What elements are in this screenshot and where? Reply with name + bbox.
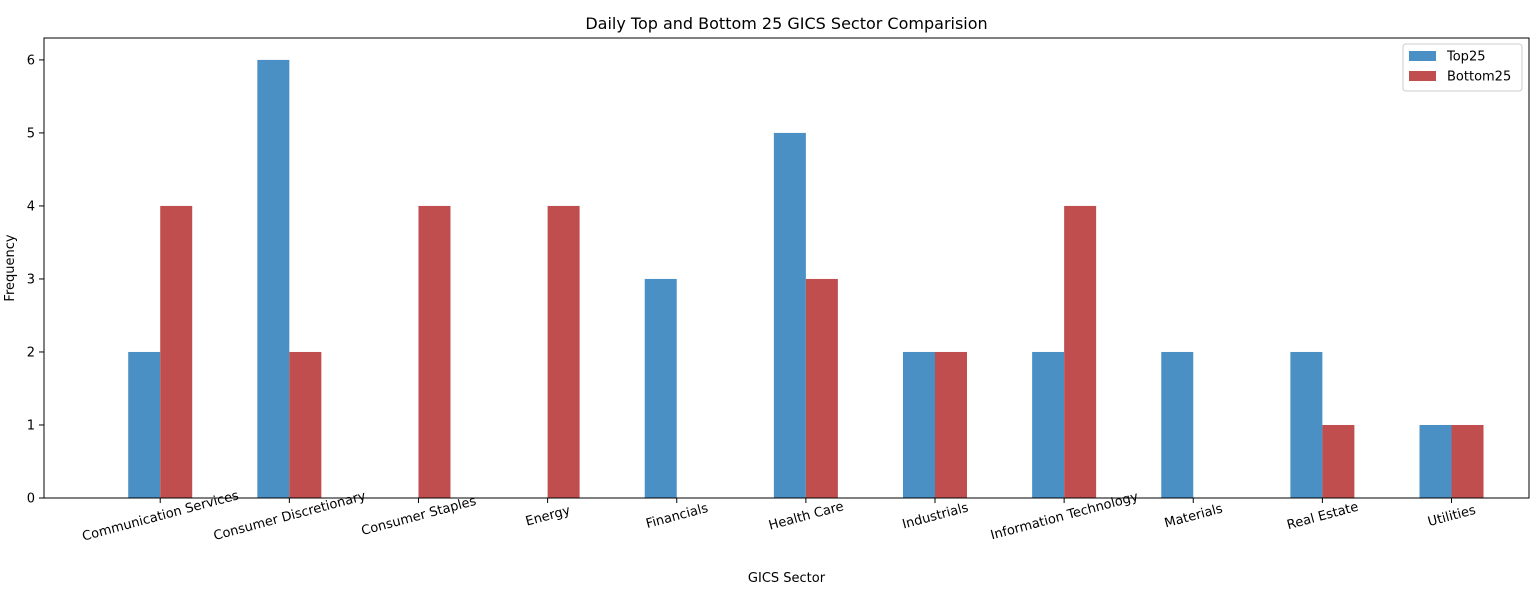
bar-bottom25-consumer-discretionary	[289, 351, 322, 498]
bar-bottom25-health-care	[805, 278, 838, 498]
x-tick-label: Energy	[524, 503, 572, 529]
bar-bottom25-energy	[547, 205, 580, 498]
bar-top25-information-technology	[1032, 351, 1065, 498]
y-tick-label: 5	[27, 126, 35, 141]
x-tick-label: Materials	[1163, 501, 1225, 531]
y-tick-label: 4	[27, 199, 35, 214]
y-tick-label: 2	[27, 345, 35, 360]
y-axis-label: Frequency	[3, 234, 18, 301]
bar-bottom25-real-estate	[1322, 424, 1355, 498]
bar-top25-real-estate	[1290, 351, 1323, 498]
plot-frame	[43, 37, 1530, 499]
x-tick-label: Real Estate	[1285, 500, 1360, 533]
y-tick-label: 1	[27, 418, 35, 433]
y-tick-label: 0	[27, 492, 35, 507]
y-tick-label: 3	[27, 272, 35, 287]
bar-top25-materials	[1161, 351, 1194, 498]
y-tick-label: 6	[27, 53, 35, 68]
legend-label-bottom25: Bottom25	[1447, 70, 1511, 85]
bar-top25-health-care	[773, 132, 806, 498]
x-tick-label: Health Care	[767, 499, 845, 533]
chart-title: Daily Top and Bottom 25 GICS Sector Comp…	[585, 14, 987, 33]
bar-top25-industrials	[903, 351, 935, 498]
bar-top25-consumer-discretionary	[257, 59, 290, 499]
bar-top25-financials	[644, 278, 677, 498]
x-tick-label: Utilities	[1426, 503, 1477, 530]
bar-top25-utilities	[1419, 424, 1452, 498]
y-axis-ticks: 0 1 2 3 4 5 6	[27, 53, 44, 507]
bar-bottom25-utilities	[1451, 424, 1484, 498]
x-tick-label: Financials	[644, 501, 710, 532]
legend-label-top25: Top25	[1446, 50, 1485, 65]
bar-bottom25-industrials	[935, 351, 967, 498]
legend-swatch-top25	[1409, 51, 1436, 61]
bar-bottom25-consumer-staples	[418, 205, 451, 498]
bar-bottom25-communication-services	[160, 205, 193, 498]
bar-top25-communication-services	[128, 351, 161, 498]
x-axis-label: GICS Sector	[748, 571, 826, 586]
legend-swatch-bottom25	[1409, 71, 1436, 81]
bars-group	[128, 59, 1484, 499]
bar-bottom25-information-technology	[1064, 205, 1097, 498]
legend: Top25 Bottom25	[1402, 43, 1523, 92]
x-tick-label: Industrials	[901, 500, 971, 532]
